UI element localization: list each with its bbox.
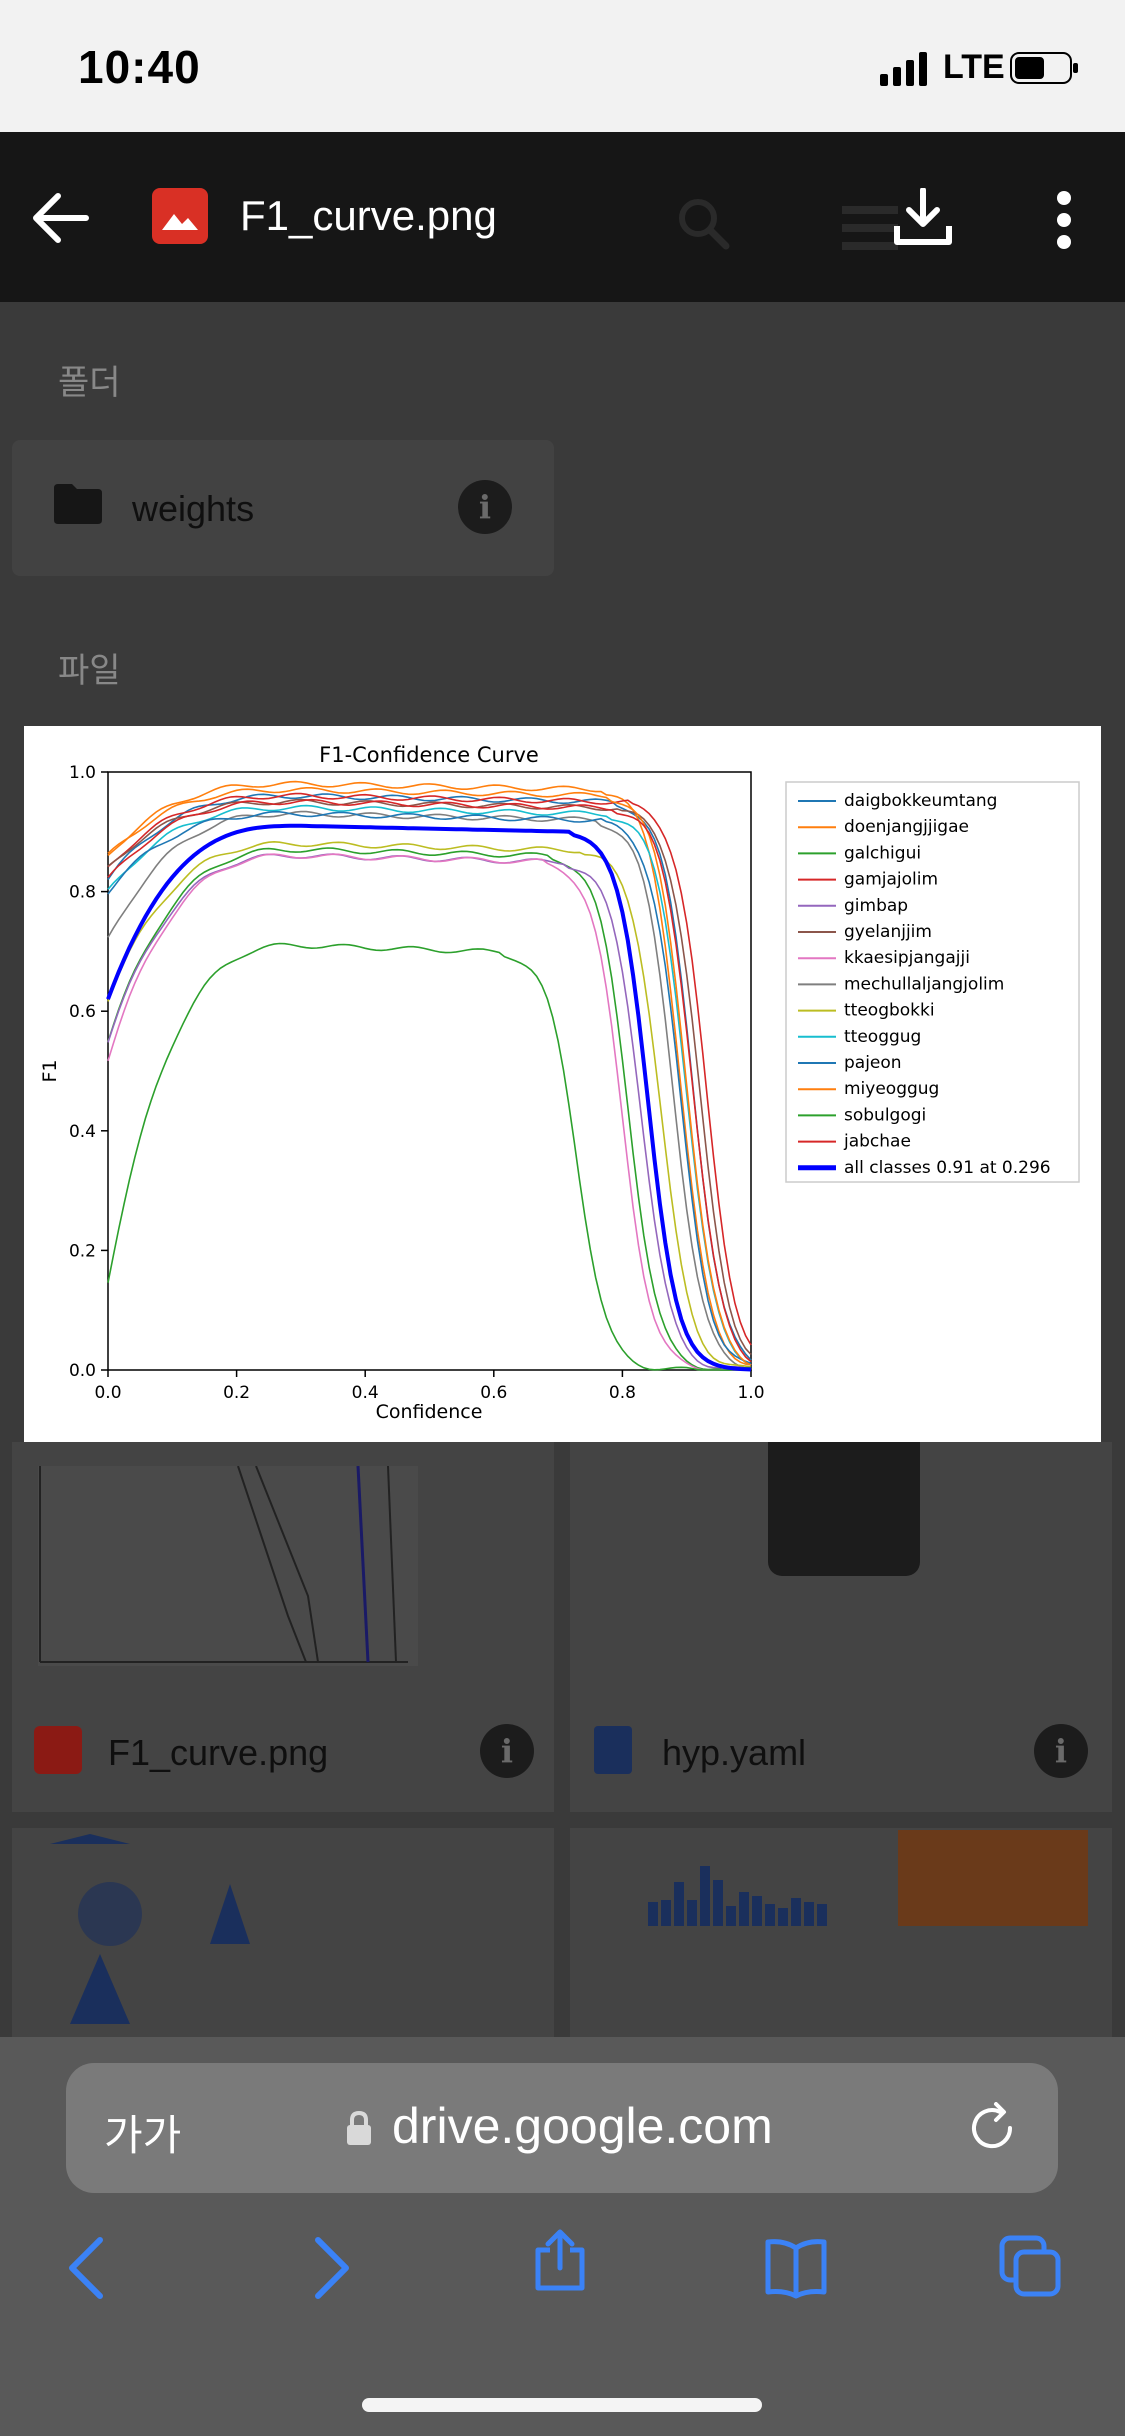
chart-title: F1-Confidence Curve bbox=[319, 743, 539, 767]
series-line-gamjajolim bbox=[107, 792, 752, 1346]
document-preview bbox=[768, 1442, 920, 1576]
download-icon[interactable] bbox=[893, 188, 953, 246]
folder-name: weights bbox=[132, 488, 255, 529]
battery-icon bbox=[1010, 52, 1078, 84]
image-preview: F1-Confidence Curve Confidence F1 0.0 0.2… bbox=[24, 726, 1101, 1442]
folders-heading: 폴더 bbox=[58, 364, 121, 402]
tile-hyp-name: hyp.yaml bbox=[662, 1732, 807, 1773]
forward-icon[interactable] bbox=[298, 2236, 362, 2300]
y-tick-label: 0.8 bbox=[69, 883, 96, 903]
image-file-icon bbox=[34, 1726, 82, 1774]
network-type: LTE bbox=[943, 48, 1005, 86]
series-line-jabchae bbox=[107, 798, 752, 1363]
legend-label: gamjajolim bbox=[844, 870, 938, 890]
y-tick-label: 0.6 bbox=[69, 1002, 96, 1022]
y-tick-label: 0.4 bbox=[69, 1122, 96, 1142]
status-time: 10:40 bbox=[78, 41, 201, 93]
series-line-tteogbokki bbox=[107, 840, 752, 1368]
url-text[interactable]: drive.google.com bbox=[392, 2098, 773, 2154]
f1-thumbnail bbox=[38, 1466, 418, 1666]
list-view-icon bbox=[842, 206, 898, 250]
y-axis-label: F1 bbox=[39, 1059, 61, 1082]
legend-label: pajeon bbox=[844, 1053, 902, 1073]
files-heading: 파일 bbox=[58, 652, 121, 690]
more-options-icon[interactable] bbox=[1050, 190, 1078, 250]
correlogram-thumbnail bbox=[50, 1834, 250, 2024]
bookmarks-icon[interactable] bbox=[764, 2236, 828, 2300]
heatmap-thumbnail bbox=[898, 1830, 1088, 1926]
share-icon[interactable] bbox=[528, 2228, 592, 2292]
home-indicator bbox=[362, 2398, 762, 2412]
file-info-icon[interactable]: i bbox=[1034, 1724, 1088, 1778]
x-tick-label: 0.2 bbox=[223, 1383, 250, 1403]
file-info-icon[interactable]: i bbox=[480, 1724, 534, 1778]
legend-label: jabchae bbox=[843, 1132, 911, 1152]
legend-label: gyelanjjim bbox=[844, 922, 932, 942]
address-bar[interactable] bbox=[66, 2063, 1058, 2193]
back-arrow-icon[interactable] bbox=[30, 190, 90, 246]
legend-label: kkaesipjangajji bbox=[844, 948, 970, 968]
legend-label: miyeoggug bbox=[844, 1079, 939, 1099]
cellular-signal-icon bbox=[880, 52, 927, 86]
series-line-galchigui bbox=[107, 847, 752, 1371]
series-line-gyelanjjim bbox=[107, 798, 752, 1356]
document-file-icon bbox=[594, 1726, 632, 1774]
x-tick-label: 0.4 bbox=[352, 1383, 379, 1403]
legend-label: daigbokkeumtang bbox=[844, 791, 997, 811]
reload-icon[interactable] bbox=[966, 2102, 1018, 2154]
series-line-kkaesipjangajji bbox=[107, 853, 752, 1371]
x-tick-label: 1.0 bbox=[737, 1383, 764, 1403]
viewer-file-name: F1_curve.png bbox=[240, 192, 497, 239]
y-tick-label: 1.0 bbox=[69, 763, 96, 783]
search-icon bbox=[679, 199, 730, 250]
series-line-miyeoggug bbox=[107, 786, 752, 1366]
lock-icon bbox=[347, 2110, 371, 2145]
legend-label: galchigui bbox=[844, 843, 921, 863]
legend-label: doenjangjjigae bbox=[844, 817, 969, 837]
f1-confidence-chart: F1-Confidence Curve Confidence F1 0.0 0.2… bbox=[39, 743, 1080, 1423]
legend-label: tteogbokki bbox=[844, 1001, 935, 1021]
tabs-icon[interactable] bbox=[998, 2234, 1062, 2298]
back-icon[interactable] bbox=[56, 2236, 120, 2300]
y-tick-label: 0.0 bbox=[69, 1361, 96, 1381]
series-line-tteoggug bbox=[107, 804, 752, 1366]
x-tick-label: 0.0 bbox=[94, 1383, 121, 1403]
legend-label: sobulgogi bbox=[844, 1105, 926, 1125]
y-tick-label: 0.2 bbox=[69, 1241, 96, 1261]
labels-bar-thumbnail bbox=[648, 1866, 827, 1926]
legend-label: mechullaljangjolim bbox=[844, 974, 1004, 994]
tile-f1-name: F1_curve.png bbox=[108, 1732, 329, 1773]
shared-folder-icon bbox=[54, 484, 102, 524]
series-line-pajeon bbox=[107, 810, 752, 1365]
x-tick-label: 0.6 bbox=[480, 1383, 507, 1403]
series-line-sobulgogi bbox=[107, 942, 752, 1371]
series-line-doenjangjjigae bbox=[107, 780, 752, 1366]
image-file-icon bbox=[152, 188, 208, 244]
legend-label: gimbap bbox=[844, 896, 908, 916]
text-size-button[interactable]: 가가 bbox=[104, 2112, 182, 2159]
series-line-all-classes-0-91-at-0-296 bbox=[106, 823, 752, 1372]
legend-label: all classes 0.91 at 0.296 bbox=[844, 1158, 1051, 1178]
x-tick-label: 0.8 bbox=[609, 1383, 636, 1403]
status-bar: 10:40 LTE bbox=[0, 0, 1125, 132]
series-line-mechullaljangjolim bbox=[107, 810, 752, 1370]
x-axis-label: Confidence bbox=[376, 1401, 483, 1423]
folder-info-icon[interactable]: i bbox=[458, 480, 512, 534]
legend-label: tteoggug bbox=[844, 1027, 921, 1047]
